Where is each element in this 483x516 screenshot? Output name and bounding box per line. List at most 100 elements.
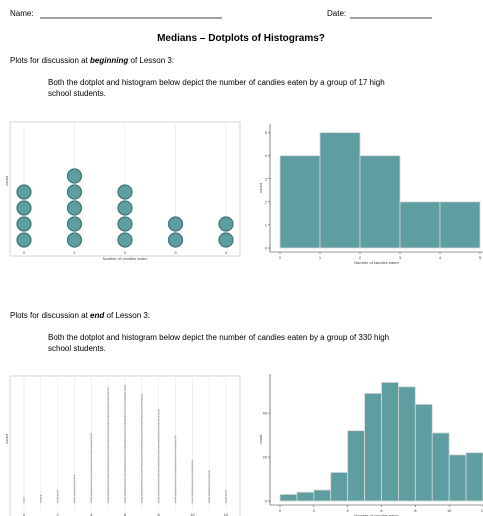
- x-axis-label: Number of candies eaten: [354, 260, 399, 265]
- dot: [73, 485, 76, 488]
- x-tick-label: 4: [90, 512, 93, 516]
- dot: [174, 472, 177, 475]
- dot: [191, 494, 194, 497]
- dot: [157, 468, 160, 471]
- dot: [140, 492, 143, 495]
- dot: [140, 463, 143, 466]
- dot: [124, 435, 126, 438]
- dot: [107, 479, 110, 482]
- dot: [90, 453, 93, 455]
- histogram-bar: [448, 454, 467, 502]
- dot: [90, 444, 93, 447]
- dot: [174, 492, 177, 495]
- histogram-bar: [359, 155, 401, 249]
- dot: [140, 450, 143, 453]
- dot: [140, 472, 143, 475]
- dot: [140, 398, 143, 401]
- dot: [124, 398, 126, 401]
- dot: [208, 472, 211, 475]
- dot: [39, 501, 42, 503]
- dot: [208, 496, 211, 499]
- dot: [157, 433, 160, 436]
- histogram-bar: [330, 472, 349, 502]
- dot: [191, 459, 194, 462]
- dot: [191, 490, 194, 492]
- dot: [157, 415, 160, 418]
- dot: [56, 498, 59, 501]
- dot: [191, 474, 194, 477]
- dot: [157, 470, 160, 473]
- date-label: Date:: [327, 9, 346, 18]
- dot: [16, 216, 32, 232]
- dot: [225, 498, 227, 501]
- heading-emphasis: beginning: [90, 56, 128, 65]
- x-tick-label: 2: [359, 255, 362, 260]
- dot: [140, 444, 143, 447]
- dot: [56, 501, 59, 503]
- dot: [191, 485, 194, 488]
- dot: [124, 472, 126, 475]
- dot: [73, 479, 76, 482]
- dot: [140, 459, 143, 462]
- dot: [157, 485, 160, 488]
- dot: [157, 422, 160, 425]
- dot: [124, 404, 126, 407]
- dot: [140, 396, 143, 399]
- dot: [225, 496, 227, 499]
- dot: [124, 453, 126, 455]
- dot: [124, 442, 126, 444]
- dot: [107, 463, 110, 466]
- dot: [191, 487, 194, 490]
- y-axis-label: count: [258, 434, 263, 445]
- dot: [107, 415, 110, 418]
- dot: [191, 483, 194, 486]
- dot: [174, 444, 177, 447]
- dot: [140, 420, 143, 423]
- dot: [140, 400, 143, 403]
- histogram-bar: [279, 494, 298, 502]
- histogram-bar: [347, 430, 365, 502]
- dot: [157, 494, 160, 497]
- dot: [140, 496, 143, 499]
- dot: [140, 409, 143, 412]
- dot: [107, 442, 110, 444]
- dot: [140, 490, 143, 492]
- dot: [124, 437, 126, 440]
- dot: [174, 442, 177, 444]
- histogram-bar: [381, 381, 399, 502]
- dot: [117, 216, 133, 232]
- dot: [157, 474, 160, 477]
- dot: [90, 459, 93, 462]
- dot: [90, 477, 93, 479]
- section-heading: Plots for discussion at beginning of Les…: [10, 56, 174, 65]
- dot: [124, 470, 126, 473]
- dot: [167, 216, 184, 232]
- dot: [140, 394, 143, 396]
- histogram-bar: [279, 155, 321, 249]
- dot: [174, 448, 177, 451]
- x-tick-label: 1: [319, 255, 322, 260]
- dot: [107, 398, 110, 401]
- dot: [191, 470, 194, 473]
- dot: [140, 415, 143, 418]
- dot: [107, 472, 110, 475]
- histogram-bar: [439, 201, 481, 249]
- dot: [140, 470, 143, 473]
- heading-prefix: Plots for discussion at: [10, 56, 90, 65]
- x-tick-label: 12: [224, 512, 229, 516]
- dot: [124, 481, 126, 484]
- dot: [157, 418, 160, 420]
- dot: [117, 184, 133, 200]
- dot: [124, 385, 126, 388]
- dot: [208, 492, 211, 495]
- y-tick-label: 0: [265, 499, 268, 504]
- dot: [140, 448, 143, 451]
- dot: [90, 490, 93, 492]
- x-tick-label: 5: [479, 255, 482, 260]
- dot: [66, 232, 83, 248]
- histogram-bar: [398, 386, 416, 502]
- dot: [107, 474, 110, 477]
- dot: [174, 453, 177, 455]
- dot: [66, 200, 83, 216]
- dot: [124, 402, 126, 405]
